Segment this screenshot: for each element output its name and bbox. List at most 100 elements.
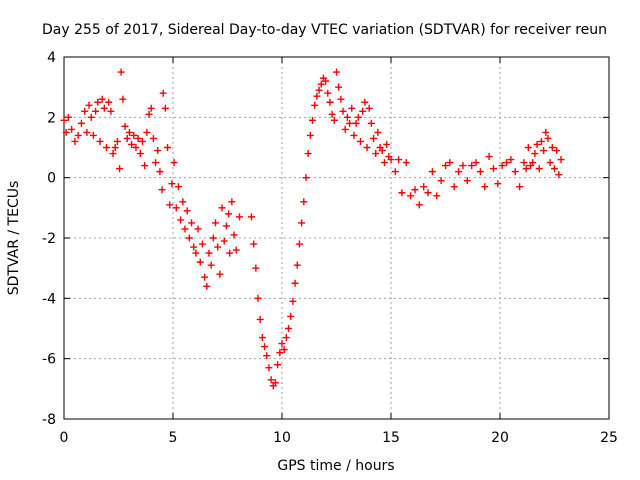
- data-point: [529, 159, 537, 167]
- y-tick-label: -8: [42, 412, 56, 428]
- data-point: [168, 180, 176, 188]
- data-point: [446, 159, 454, 167]
- data-point: [330, 116, 338, 124]
- data-point: [378, 147, 386, 155]
- data-point: [96, 137, 104, 145]
- data-point: [522, 165, 530, 173]
- data-point: [395, 156, 403, 164]
- x-tick-label: 10: [273, 430, 291, 446]
- data-point: [68, 125, 76, 133]
- data-point: [123, 134, 131, 142]
- data-point: [196, 258, 204, 266]
- y-tick-label: 0: [47, 171, 56, 187]
- data-point: [256, 315, 264, 323]
- y-tick-label: 2: [47, 110, 56, 126]
- data-point: [343, 113, 351, 121]
- data-point: [89, 131, 97, 139]
- data-point: [62, 128, 70, 136]
- x-tick-label: 20: [491, 430, 509, 446]
- data-point: [402, 159, 410, 167]
- data-point: [220, 237, 228, 245]
- data-point: [282, 334, 290, 342]
- data-point: [503, 159, 511, 167]
- data-point: [335, 83, 343, 91]
- data-point: [311, 101, 319, 109]
- data-point: [411, 186, 419, 194]
- data-point: [94, 98, 102, 106]
- data-point: [304, 150, 312, 158]
- data-point: [420, 183, 428, 191]
- data-point: [190, 243, 198, 251]
- data-point: [85, 101, 93, 109]
- data-point: [361, 98, 369, 106]
- data-point: [280, 346, 288, 354]
- data-point: [555, 171, 563, 179]
- x-tick-label: 0: [60, 430, 69, 446]
- data-point: [363, 144, 371, 151]
- data-point: [121, 122, 129, 130]
- data-point: [537, 137, 545, 145]
- data-point: [218, 204, 226, 212]
- data-point: [185, 234, 193, 242]
- data-point: [232, 246, 240, 254]
- y-axis-label: SDTVAR / TECUs: [6, 181, 22, 296]
- data-point: [201, 273, 209, 281]
- data-point: [346, 119, 354, 127]
- data-point: [278, 340, 286, 348]
- data-point: [172, 204, 180, 212]
- data-point: [428, 168, 436, 176]
- data-point: [74, 131, 82, 139]
- data-point: [313, 92, 321, 100]
- data-point: [267, 376, 275, 384]
- x-axis-label: GPS time / hours: [277, 458, 394, 474]
- x-axis-ticks: 0 5 10 15 20 25: [60, 57, 618, 446]
- data-point: [291, 279, 299, 287]
- data-point: [113, 137, 121, 145]
- data-point: [103, 144, 111, 151]
- data-point: [254, 294, 262, 302]
- data-point: [341, 125, 349, 133]
- data-point: [228, 198, 236, 206]
- data-point: [348, 104, 356, 112]
- data-point: [205, 249, 213, 257]
- data-point: [156, 168, 164, 176]
- data-point: [372, 150, 380, 158]
- data-point: [198, 240, 206, 248]
- data-point: [60, 116, 68, 124]
- data-point: [149, 134, 157, 142]
- data-point: [298, 219, 306, 227]
- y-tick-label: -4: [42, 291, 56, 307]
- data-point: [214, 243, 222, 251]
- data-point: [306, 131, 314, 139]
- data-point: [166, 201, 174, 209]
- y-tick-label: 4: [47, 50, 56, 66]
- x-tick-label: 15: [382, 430, 400, 446]
- data-point: [145, 110, 153, 118]
- data-point: [365, 104, 373, 112]
- data-point: [302, 174, 310, 182]
- data-point: [285, 325, 293, 332]
- y-axis-ticks: -8 -6 -4 -2 0 2 4: [42, 50, 609, 428]
- data-point: [339, 107, 347, 115]
- data-point: [250, 240, 258, 248]
- data-point: [333, 68, 340, 76]
- y-tick-label: -2: [42, 231, 56, 247]
- data-point: [132, 144, 140, 151]
- data-point: [64, 113, 72, 121]
- data-point: [158, 186, 166, 194]
- data-point: [350, 131, 358, 139]
- data-point: [263, 352, 271, 360]
- data-point: [293, 261, 301, 269]
- data-point: [498, 162, 506, 170]
- data-point: [356, 137, 364, 145]
- data-point: [81, 107, 89, 115]
- data-point: [520, 159, 528, 167]
- data-point: [540, 147, 548, 155]
- data-point: [164, 144, 172, 151]
- data-point: [107, 107, 115, 115]
- x-tick-label: 5: [169, 430, 178, 446]
- data-point: [387, 156, 395, 164]
- data-point: [128, 140, 136, 148]
- data-point: [188, 219, 196, 227]
